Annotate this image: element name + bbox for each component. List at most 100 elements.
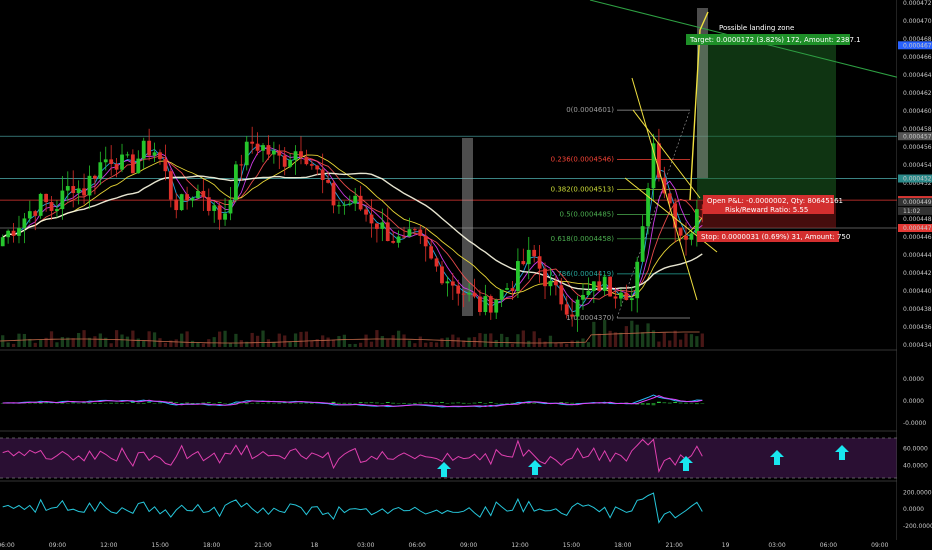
candle-body — [575, 299, 580, 317]
macd-histogram-bar — [293, 403, 298, 404]
candle-body — [196, 190, 200, 199]
candle-body — [456, 285, 461, 294]
wedge-line — [631, 77, 698, 301]
macd-histogram-bar — [337, 402, 341, 404]
volume-bar — [608, 330, 612, 347]
volume-average-line — [0, 331, 700, 344]
candle-body — [537, 256, 542, 269]
candle-body — [516, 261, 520, 292]
candle-body — [342, 204, 347, 206]
volume-bar — [163, 342, 168, 347]
macd-histogram-bar — [125, 403, 130, 404]
volume-bar — [125, 336, 130, 347]
volume-bar — [521, 330, 525, 347]
macd-histogram-bar — [423, 402, 428, 404]
volume-bar — [570, 340, 574, 347]
macd-histogram-bar — [98, 403, 103, 404]
landing-zone-label: Possible landing zone — [719, 24, 794, 32]
time-tick-label: 09:00 — [871, 542, 888, 549]
candle-body — [250, 141, 255, 144]
macd-histogram-bar — [657, 401, 661, 403]
macd-histogram-bar — [282, 402, 287, 404]
candle-body — [548, 280, 553, 287]
macd-histogram-bar — [358, 402, 363, 403]
candle-body — [27, 211, 32, 219]
volume-bar — [684, 333, 688, 347]
candle-body — [212, 205, 217, 211]
macd-histogram-bar — [667, 402, 672, 404]
cci-line — [2, 492, 703, 524]
up-arrow-icon — [679, 456, 693, 471]
candle-body — [700, 209, 705, 211]
candle-body — [602, 276, 607, 291]
candle-body — [619, 292, 623, 299]
macd-panel[interactable] — [0, 353, 897, 430]
candle-body — [586, 290, 591, 295]
macd-histogram-bar — [559, 402, 564, 403]
time-tick-label: 03:00 — [768, 542, 785, 549]
candle-body — [570, 314, 575, 317]
rsi-tick-label: 40.0000 — [903, 462, 928, 469]
price-tag — [898, 224, 932, 232]
candle-body — [174, 199, 179, 211]
candlesticks[interactable] — [0, 126, 705, 332]
fibonacci-retracement[interactable]: 0(0.0004601) 0.236(0.0004546) 0.382(0.0004… — [551, 106, 691, 322]
macd-histogram-bar — [130, 402, 135, 403]
candle-body — [55, 209, 59, 211]
candle-body — [694, 209, 699, 234]
macd-histogram-bar — [206, 402, 211, 403]
volume-bar — [651, 330, 656, 347]
volume-bar — [33, 342, 37, 347]
volume-bar — [136, 338, 140, 347]
up-arrow-icon — [770, 450, 784, 465]
candle-body — [445, 281, 450, 284]
volume-bar — [337, 336, 341, 347]
time-axis[interactable]: 06:00 09:00 12:00 15:00 18:00 21:00 18 03:00 06:… — [0, 542, 889, 549]
candle-body — [6, 230, 11, 238]
highlight-box — [462, 138, 473, 316]
volume-bar — [657, 341, 661, 347]
fib-diagonal — [616, 110, 691, 319]
macd-histogram-bar — [27, 403, 32, 404]
volume-bar — [478, 333, 482, 347]
candle-body — [98, 162, 103, 179]
volume-bar — [646, 323, 650, 347]
candle-body — [244, 141, 249, 166]
macd-histogram-bar — [700, 403, 705, 404]
macd-histogram-bar — [564, 402, 569, 404]
target-label: Target: 0.0000172 (3.82%) 172, Amount: 2… — [689, 36, 861, 44]
candle-body — [168, 171, 173, 200]
macd-histogram-bar — [179, 403, 184, 404]
macd-histogram-bar — [440, 402, 444, 403]
candle-body — [82, 188, 86, 196]
macd-histogram-bar — [93, 402, 97, 404]
volume-bar — [603, 320, 607, 347]
volume-bar — [424, 342, 428, 347]
volume-bar — [641, 332, 645, 347]
candle-body — [347, 203, 352, 205]
position-zones[interactable] — [697, 35, 836, 228]
fib-level-label: 0.5(0.0004485) — [560, 211, 615, 219]
volume-bar — [266, 339, 271, 347]
candle-body — [125, 154, 130, 156]
candle-body — [228, 199, 233, 214]
volume-bar — [60, 337, 64, 347]
volume-bar — [180, 333, 184, 347]
volume-bar — [613, 332, 618, 347]
candle-body — [478, 296, 482, 313]
volume-bar — [304, 331, 309, 347]
cci-panel[interactable] — [0, 482, 897, 538]
volume-bar — [223, 330, 227, 347]
volume-bar — [494, 340, 498, 347]
signal-arrows — [437, 445, 849, 477]
volume-bar — [445, 337, 450, 347]
macd-tick-label: -0.0000 — [903, 420, 926, 427]
time-tick-label: 18:00 — [614, 542, 631, 549]
macd-histogram-bar — [450, 402, 455, 404]
